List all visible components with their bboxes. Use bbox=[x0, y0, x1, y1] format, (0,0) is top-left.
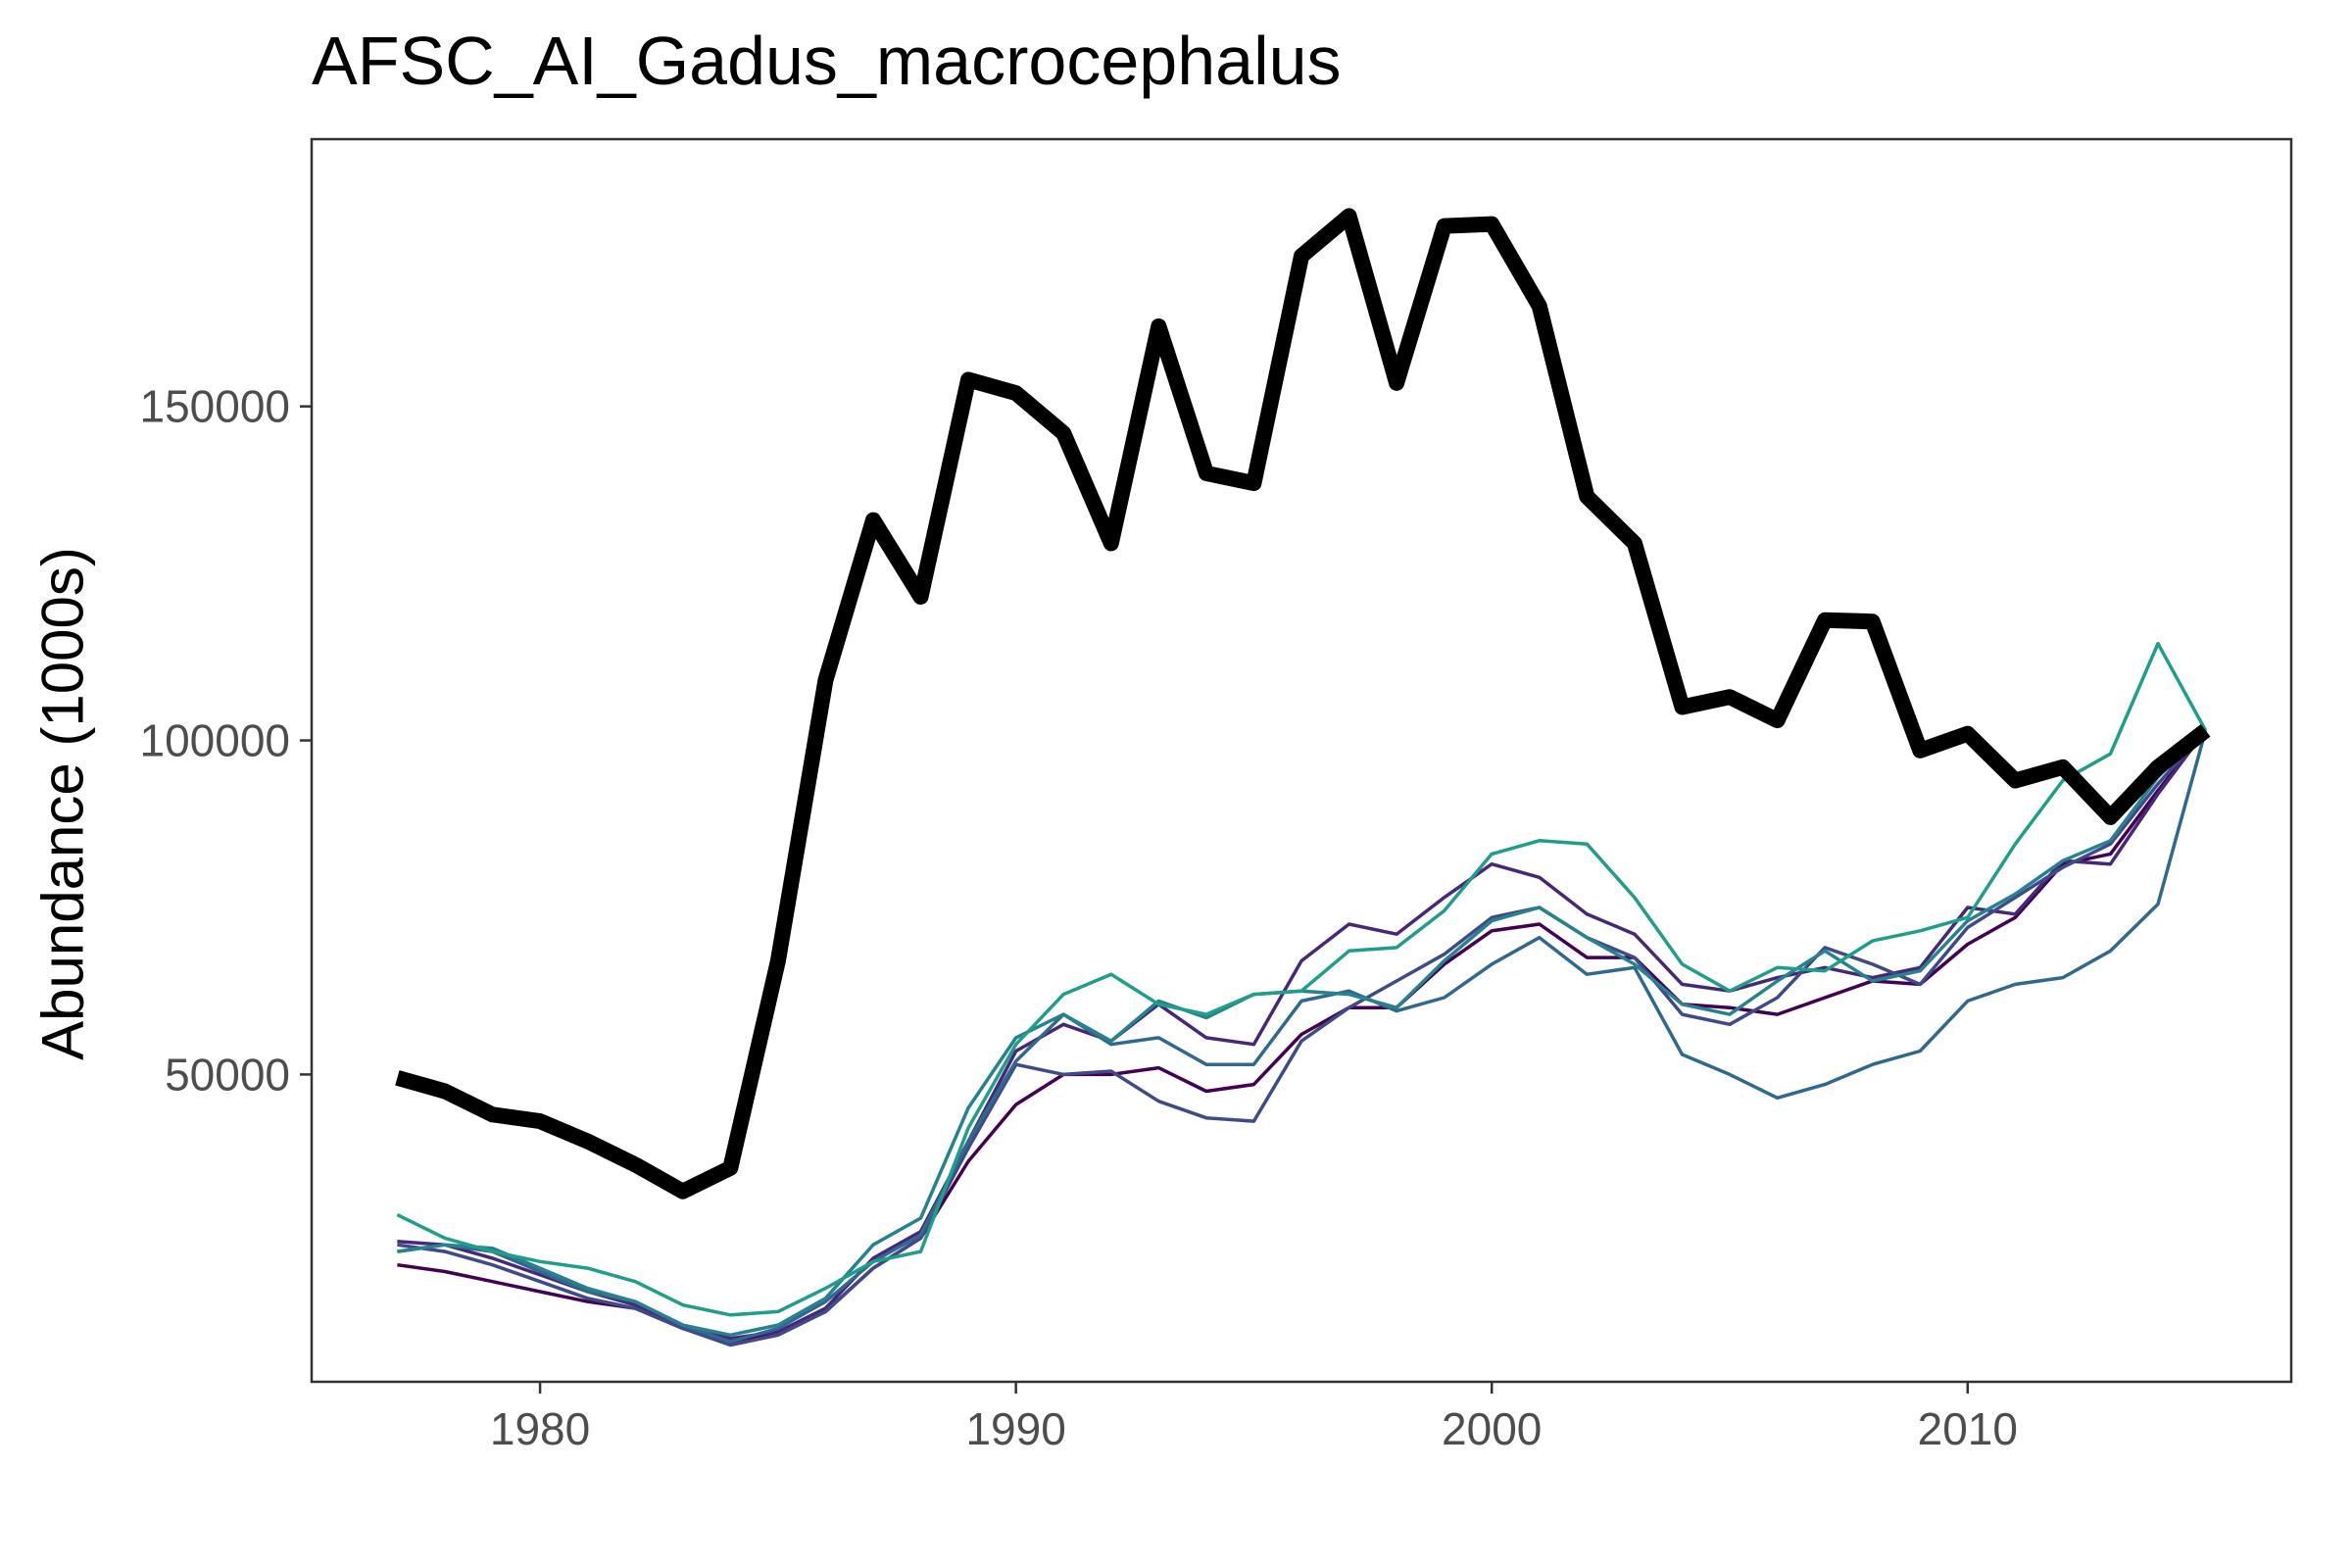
y-tick-label: 100000 bbox=[140, 715, 291, 766]
x-tick-label: 2000 bbox=[1442, 1403, 1542, 1454]
y-tick-label: 50000 bbox=[165, 1049, 290, 1100]
series-line-3 bbox=[397, 729, 2207, 1348]
x-tick-label: 1990 bbox=[965, 1403, 1065, 1454]
chart-title: AFSC_AI_Gadus_macrocephalus bbox=[312, 23, 1342, 99]
x-tick-label: 2010 bbox=[1918, 1403, 2018, 1454]
series-line-6 bbox=[396, 641, 2208, 1317]
axes-layer: 1980 1990 2000 2010 50000 100000 150000 bbox=[140, 137, 2293, 1454]
series-line-main bbox=[395, 208, 2211, 1200]
series-layer bbox=[395, 208, 2211, 1348]
series-line-4 bbox=[397, 729, 2208, 1344]
y-tick-label: 150000 bbox=[140, 381, 291, 432]
x-tick-label: 1980 bbox=[490, 1403, 590, 1454]
plot-border bbox=[310, 137, 2293, 1384]
